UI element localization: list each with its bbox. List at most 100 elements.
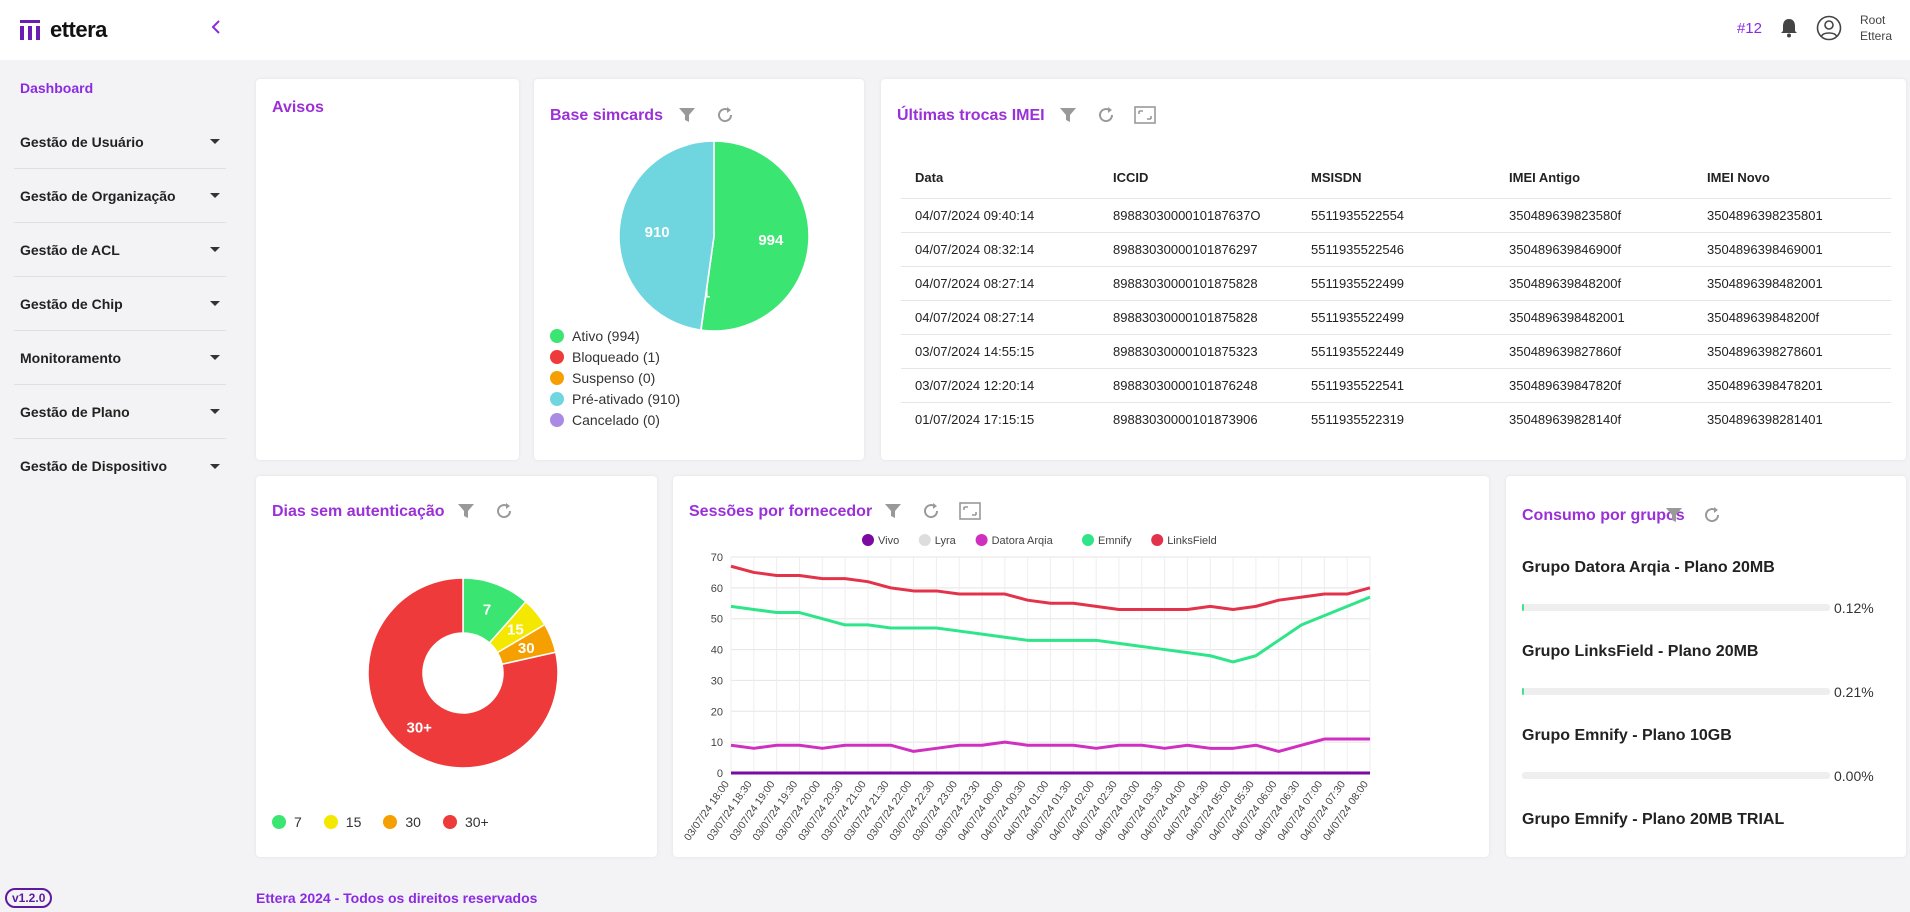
expand-icon[interactable] <box>959 501 981 521</box>
bell-icon[interactable] <box>1780 18 1798 38</box>
filter-icon[interactable] <box>456 501 476 521</box>
sessoes-actions <box>883 501 981 521</box>
legend-item[interactable]: Bloqueado (1) <box>550 346 680 367</box>
table-row[interactable]: 03/07/2024 12:20:14 89883030000101876248 5… <box>901 367 1891 402</box>
refresh-icon[interactable] <box>494 501 514 521</box>
table-row[interactable]: 01/07/2024 17:15:15 89883030000101873906 5… <box>901 401 1891 436</box>
caret-down-icon <box>210 409 220 414</box>
caret-down-icon <box>210 355 220 360</box>
donut-slice-30+ <box>367 577 559 769</box>
legend-dot <box>550 391 564 406</box>
footer-text: Ettera 2024 - Todos os direitos reservad… <box>256 890 538 906</box>
progress-fill <box>1522 604 1524 611</box>
filter-icon[interactable] <box>1664 505 1684 525</box>
grupo-percent: 0.12% <box>1834 600 1874 616</box>
table-row[interactable]: 04/07/2024 08:27:14 89883030000101875828 5… <box>901 265 1891 300</box>
sidebar-item-monitoramento[interactable]: Monitoramento <box>14 331 226 385</box>
refresh-icon[interactable] <box>1096 105 1116 125</box>
legend-item[interactable]: 15 <box>323 811 361 832</box>
logo-mark-icon <box>20 20 40 40</box>
grupo-name: Grupo Datora Arqia - Plano 20MB <box>1522 559 1775 576</box>
sidebar-item-gestao-usuario[interactable]: Gestão de Usuário <box>14 115 226 169</box>
chevron-left-icon <box>211 20 220 34</box>
sessoes-line-chart: Vivo Lyra Datora Arqia Emnify LinksField 0 10… <box>682 534 1371 843</box>
consumo-actions <box>1664 505 1722 525</box>
grupo-progress-bar <box>1522 772 1830 779</box>
imei-card: Últimas trocas IMEI Data ICCID MSISDN IM… <box>881 79 1906 460</box>
column-header[interactable]: IMEI Novo <box>1707 170 1770 186</box>
legend-swatch <box>918 534 931 546</box>
legend-swatch <box>1082 534 1094 546</box>
top-right-controls: #12 Root Ettera <box>1737 12 1892 44</box>
sidebar-item-dashboard[interactable]: Dashboard <box>20 80 94 96</box>
legend-dot <box>272 814 286 829</box>
sidebar-item-gestao-organizacao[interactable]: Gestão de Organização <box>14 169 226 223</box>
caret-down-icon <box>210 463 220 469</box>
legend-item[interactable]: Ativo (994) <box>550 325 680 346</box>
y-tick-label: 0 <box>717 768 723 780</box>
y-tick-label: 50 <box>711 614 723 626</box>
legend-item[interactable]: 30+ <box>442 811 489 832</box>
column-header[interactable]: Data <box>915 170 944 186</box>
filter-icon[interactable] <box>1058 105 1078 125</box>
user-avatar-icon[interactable] <box>1816 15 1842 41</box>
brand-logo[interactable]: ettera <box>20 17 107 43</box>
column-header[interactable]: MSISDN <box>1311 170 1362 186</box>
legend-item[interactable]: Pré-ativado (910) <box>550 388 680 409</box>
legend-item[interactable]: 30 <box>383 811 421 832</box>
legend-swatch <box>1151 534 1164 546</box>
table-row[interactable]: 04/07/2024 08:27:14 89883030000101875828 5… <box>901 299 1891 334</box>
collapse-sidebar-button[interactable] <box>210 18 222 41</box>
y-tick-label: 10 <box>711 737 723 749</box>
user-name[interactable]: Root Ettera <box>1859 13 1892 43</box>
imei-actions <box>1058 105 1156 125</box>
legend-dot <box>550 370 564 385</box>
column-header[interactable]: IMEI Antigo <box>1509 170 1581 186</box>
y-tick-label: 30 <box>711 675 723 687</box>
base-simcards-title: Base simcards <box>550 107 663 124</box>
table-row[interactable]: 03/07/2024 14:55:15 89883030000101875323 5… <box>901 333 1891 368</box>
imei-table: Data ICCID MSISDN IMEI Antigo IMEI Novo … <box>901 158 1891 436</box>
sidebar-item-gestao-chip[interactable]: Gestão de Chip <box>14 277 226 331</box>
brand-name: ettera <box>50 17 107 42</box>
legend-swatch <box>862 534 874 546</box>
consumo-title: Consumo por grupos <box>1522 507 1685 524</box>
legend-label: LinksField <box>1167 535 1217 547</box>
donut-data-label: 7 <box>483 601 491 618</box>
table-row[interactable]: 04/07/2024 08:32:14 89883030000101876297 5… <box>901 231 1891 266</box>
legend-dot <box>442 814 457 829</box>
filter-icon[interactable] <box>883 501 903 521</box>
column-header[interactable]: ICCID <box>1113 170 1149 186</box>
grupo-percent: 0.21% <box>1834 684 1874 700</box>
table-header-row: Data ICCID MSISDN IMEI Antigo IMEI Novo <box>901 158 1891 198</box>
sidebar-item-gestao-acl[interactable]: Gestão de ACL <box>14 223 226 277</box>
table-row[interactable]: 04/07/2024 09:40:14 8988303000010187637O 5… <box>901 197 1891 232</box>
refresh-icon[interactable] <box>1702 505 1722 525</box>
sidebar-item-gestao-plano[interactable]: Gestão de Plano <box>14 385 226 439</box>
legend-item[interactable]: 7 <box>272 811 302 832</box>
grupo-progress-bar <box>1522 604 1830 611</box>
grupo-name: Grupo LinksField - Plano 20MB <box>1522 643 1759 660</box>
pie-slice-ativo <box>700 140 810 332</box>
y-tick-label: 60 <box>711 583 723 595</box>
filter-icon[interactable] <box>677 105 697 125</box>
legend-item[interactable]: Suspenso (0) <box>550 367 680 388</box>
refresh-icon[interactable] <box>921 501 941 521</box>
y-tick-label: 70 <box>711 552 723 564</box>
ticket-counter[interactable]: #12 <box>1736 19 1762 37</box>
series-line-emnify <box>730 595 1371 664</box>
top-bar: ettera #12 Root Ettera <box>0 0 1910 60</box>
grupo-percent: 0.00% <box>1834 768 1874 784</box>
avisos-title: Avisos <box>272 99 324 116</box>
legend-item[interactable]: Cancelado (0) <box>550 409 680 430</box>
legend-dot <box>323 814 338 829</box>
legend-label: Datora Arqia <box>992 535 1054 547</box>
donut-data-label: 30+ <box>407 720 433 737</box>
expand-icon[interactable] <box>1134 105 1156 125</box>
legend-swatch <box>975 534 988 546</box>
sidebar-item-gestao-dispositivo[interactable]: Gestão de Dispositivo <box>14 439 226 493</box>
legend-label: Vivo <box>878 535 899 547</box>
refresh-icon[interactable] <box>715 105 735 125</box>
y-tick-label: 20 <box>711 706 723 718</box>
